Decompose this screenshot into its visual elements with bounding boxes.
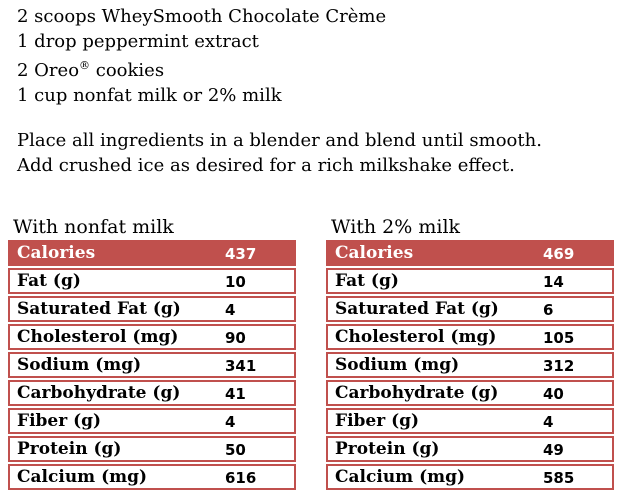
instruction-line: Place all ingredients in a blender and b…	[17, 130, 542, 151]
nutrient-value: 41	[225, 384, 246, 403]
table-row: Saturated Fat (g) 6	[326, 296, 614, 322]
table-row: Fat (g) 10	[8, 268, 296, 294]
table-row: Carbohydrate (g) 40	[326, 380, 614, 406]
nutrient-value: 90	[225, 328, 246, 347]
table-row: Carbohydrate (g) 41	[8, 380, 296, 406]
nutrient-value: 50	[225, 440, 246, 459]
table-caption: With 2% milk	[331, 216, 461, 238]
nutrient-label: Sodium (mg)	[17, 355, 142, 375]
table-row: Sodium (mg) 312	[326, 352, 614, 378]
nutrition-table: Calories 437 Fat (g) 10 Saturated Fat (g…	[8, 240, 296, 490]
registered-trademark-symbol: ®	[79, 59, 91, 72]
ingredient-line: 1 cup nonfat milk or 2% milk	[17, 84, 282, 106]
ingredient-line: 1 drop peppermint extract	[17, 30, 259, 52]
table-row: Fat (g) 14	[326, 268, 614, 294]
table-row: Calcium (mg) 616	[8, 464, 296, 490]
ingredient-line: 2 Oreo® cookies	[17, 54, 542, 84]
table-row: Saturated Fat (g) 4	[8, 296, 296, 322]
nutrient-label: Protein (g)	[17, 439, 122, 459]
nutrient-label: Carbohydrate (g)	[335, 383, 499, 403]
nutrient-label: Fiber (g)	[335, 411, 420, 431]
table-row: Fiber (g) 4	[326, 408, 614, 434]
nutrient-label: Carbohydrate (g)	[17, 383, 181, 403]
nutrient-value: 437	[225, 244, 257, 263]
table-row: Protein (g) 49	[326, 436, 614, 462]
table-row: Sodium (mg) 341	[8, 352, 296, 378]
nutrient-value: 4	[225, 412, 236, 431]
nutrition-table: Calories 469 Fat (g) 14 Saturated Fat (g…	[326, 240, 614, 490]
table-row: Cholesterol (mg) 105	[326, 324, 614, 350]
nutrient-label: Calories	[335, 243, 414, 263]
nutrient-value: 469	[543, 244, 575, 263]
ingredients-list: 2 scoops WheySmooth Chocolate Crème 1 dr…	[17, 5, 542, 108]
nutrient-label: Calcium (mg)	[17, 467, 148, 487]
nutrient-label: Saturated Fat (g)	[17, 299, 181, 319]
nutrient-value: 4	[225, 300, 236, 319]
table-header-row: Calories 469	[326, 240, 614, 266]
nutrient-value: 40	[543, 384, 564, 403]
nutrition-table-2pct-milk: With 2% milk Calories 469 Fat (g) 14 Sat…	[326, 216, 614, 490]
nutrient-label: Cholesterol (mg)	[335, 327, 497, 347]
nutrient-value: 10	[225, 272, 246, 291]
nutrient-value: 616	[225, 468, 257, 487]
nutrient-label: Sodium (mg)	[335, 355, 460, 375]
instructions-block: Place all ingredients in a blender and b…	[17, 129, 542, 178]
nutrient-label: Saturated Fat (g)	[335, 299, 499, 319]
table-header-row: Calories 437	[8, 240, 296, 266]
nutrient-label: Calcium (mg)	[335, 467, 466, 487]
nutrient-label: Fat (g)	[335, 271, 399, 291]
nutrient-value: 6	[543, 300, 554, 319]
table-row: Calcium (mg) 585	[326, 464, 614, 490]
instruction-line: Add crushed ice as desired for a rich mi…	[17, 154, 515, 176]
table-row: Protein (g) 50	[8, 436, 296, 462]
nutrient-label: Protein (g)	[335, 439, 440, 459]
nutrient-label: Fiber (g)	[17, 411, 102, 431]
nutrient-value: 312	[543, 356, 575, 375]
ingredient-text: cookies	[90, 60, 165, 81]
table-row: Cholesterol (mg) 90	[8, 324, 296, 350]
ingredient-line: 2 scoops WheySmooth Chocolate Crème	[17, 6, 387, 27]
nutrient-value: 4	[543, 412, 554, 431]
nutrient-value: 105	[543, 328, 575, 347]
nutrient-label: Fat (g)	[17, 271, 81, 291]
nutrient-value: 14	[543, 272, 564, 291]
nutrient-label: Cholesterol (mg)	[17, 327, 179, 347]
nutrition-table-nonfat-milk: With nonfat milk Calories 437 Fat (g) 10…	[8, 216, 296, 490]
ingredient-text: 2 Oreo	[17, 60, 80, 81]
table-row: Fiber (g) 4	[8, 408, 296, 434]
nutrition-tables: With nonfat milk Calories 437 Fat (g) 10…	[8, 216, 614, 490]
nutrient-value: 585	[543, 468, 575, 487]
table-caption: With nonfat milk	[13, 216, 174, 238]
nutrient-label: Calories	[17, 243, 96, 263]
nutrient-value: 49	[543, 440, 564, 459]
nutrient-value: 341	[225, 356, 257, 375]
recipe-text-block: 2 scoops WheySmooth Chocolate Crème 1 dr…	[17, 5, 542, 178]
